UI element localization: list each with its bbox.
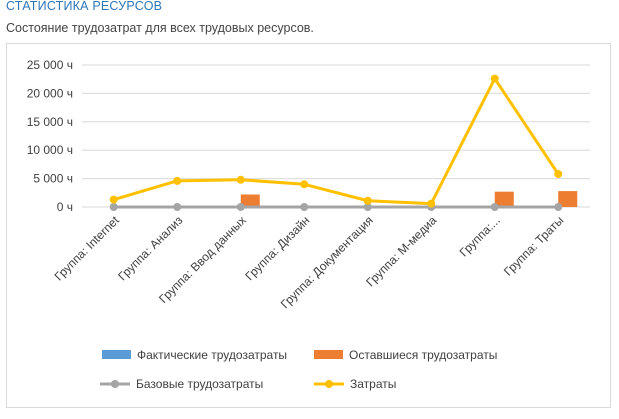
x-tick-label: Группа: Internet xyxy=(52,213,123,284)
cost-point[interactable] xyxy=(109,195,118,204)
baseline-work-point[interactable] xyxy=(300,203,309,211)
x-tick-label: Группа:... xyxy=(457,213,503,259)
legend-label[interactable]: Базовые трудозатраты xyxy=(136,377,263,391)
baseline-work-point[interactable] xyxy=(236,203,245,211)
legend-swatch-marker[interactable] xyxy=(111,380,119,388)
y-tick-label: 15 000 ч xyxy=(27,115,73,129)
y-tick-label: 10 000 ч xyxy=(27,143,73,157)
baseline-work-point[interactable] xyxy=(363,203,372,211)
cost-point[interactable] xyxy=(236,175,245,184)
y-tick-label: 25 000 ч xyxy=(27,58,73,72)
cost-point[interactable] xyxy=(363,196,372,205)
cost-line[interactable] xyxy=(113,77,560,206)
baseline-work-point[interactable] xyxy=(173,203,182,211)
cost-point[interactable] xyxy=(300,180,309,189)
baseline-work-point[interactable] xyxy=(554,203,563,211)
x-tick-label: Группа: М-медиа xyxy=(363,213,439,289)
legend-swatch[interactable] xyxy=(314,350,343,359)
legend-swatch[interactable] xyxy=(102,350,131,359)
legend-label[interactable]: Фактические трудозатраты xyxy=(137,348,287,362)
x-tick-label: Группа: Анализ xyxy=(115,213,186,284)
chart-frame[interactable] xyxy=(6,43,611,408)
cost-point[interactable] xyxy=(173,176,182,185)
cost-point[interactable] xyxy=(427,199,436,208)
report-subtitle: Состояние трудозатрат для всех трудовых … xyxy=(6,21,314,35)
legend-label[interactable]: Оставшиеся трудозатраты xyxy=(349,348,497,362)
bar-remaining[interactable] xyxy=(558,191,578,207)
y-tick-label: 5 000 ч xyxy=(33,172,73,186)
cost-point[interactable] xyxy=(490,74,499,83)
bar-remaining[interactable] xyxy=(240,194,260,207)
bar-remaining[interactable] xyxy=(494,191,514,207)
report-title: СТАТИСТИКА РЕСУРСОВ xyxy=(6,0,163,13)
baseline-work-point[interactable] xyxy=(109,203,118,211)
x-tick-label: Группа: Траты xyxy=(501,213,566,278)
y-tick-label: 0 ч xyxy=(57,200,73,214)
cost-point[interactable] xyxy=(554,170,563,179)
legend-label[interactable]: Затраты xyxy=(350,377,396,391)
y-tick-label: 20 000 ч xyxy=(27,86,73,100)
baseline-work-point[interactable] xyxy=(490,203,499,211)
legend-swatch-marker[interactable] xyxy=(325,380,333,388)
x-tick-label: Группа: Дизайн xyxy=(242,213,312,283)
